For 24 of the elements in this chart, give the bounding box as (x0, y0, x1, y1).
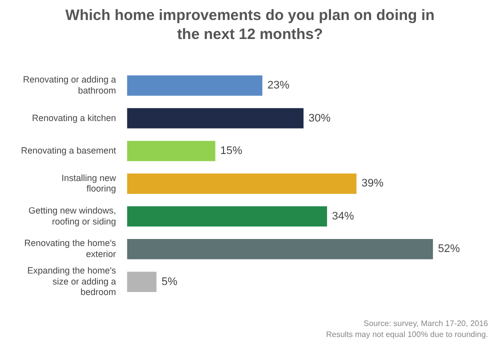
bar (127, 108, 304, 128)
bar (127, 75, 262, 96)
y-tick-label: Expanding the home's size or adding a bedroom (27, 266, 117, 298)
y-tick-label: Renovating the home's exterior (24, 238, 117, 260)
y-tick-label: Renovating a basement (21, 145, 117, 156)
text: Results may not equal 100% due to rounding. (326, 329, 488, 340)
source-note: Source: survey, March 17-20, 2016 (362, 318, 488, 329)
bar (127, 140, 216, 162)
chart-title: Which home improvements do you plan on doing in the next 12 months? (64, 6, 436, 44)
data-label: 23% (267, 80, 290, 92)
data-label: 5% (161, 276, 178, 288)
data-label: 34% (332, 210, 354, 222)
y-tick-label: Renovating a kitchen (32, 112, 116, 123)
data-label: 15% (220, 145, 243, 158)
data-label: 30% (308, 112, 331, 124)
data-label: 52% (438, 243, 460, 256)
y-tick-label: Getting new windows, roofing or siding (28, 206, 116, 226)
y-tick-label: Renovating or adding a bathroom (22, 74, 116, 96)
y-tick-label: Installing new flooring (62, 172, 117, 194)
bar (127, 272, 156, 292)
bar (127, 238, 433, 260)
data-label: 39% (361, 178, 384, 190)
bar (127, 206, 328, 227)
bar (127, 174, 356, 194)
